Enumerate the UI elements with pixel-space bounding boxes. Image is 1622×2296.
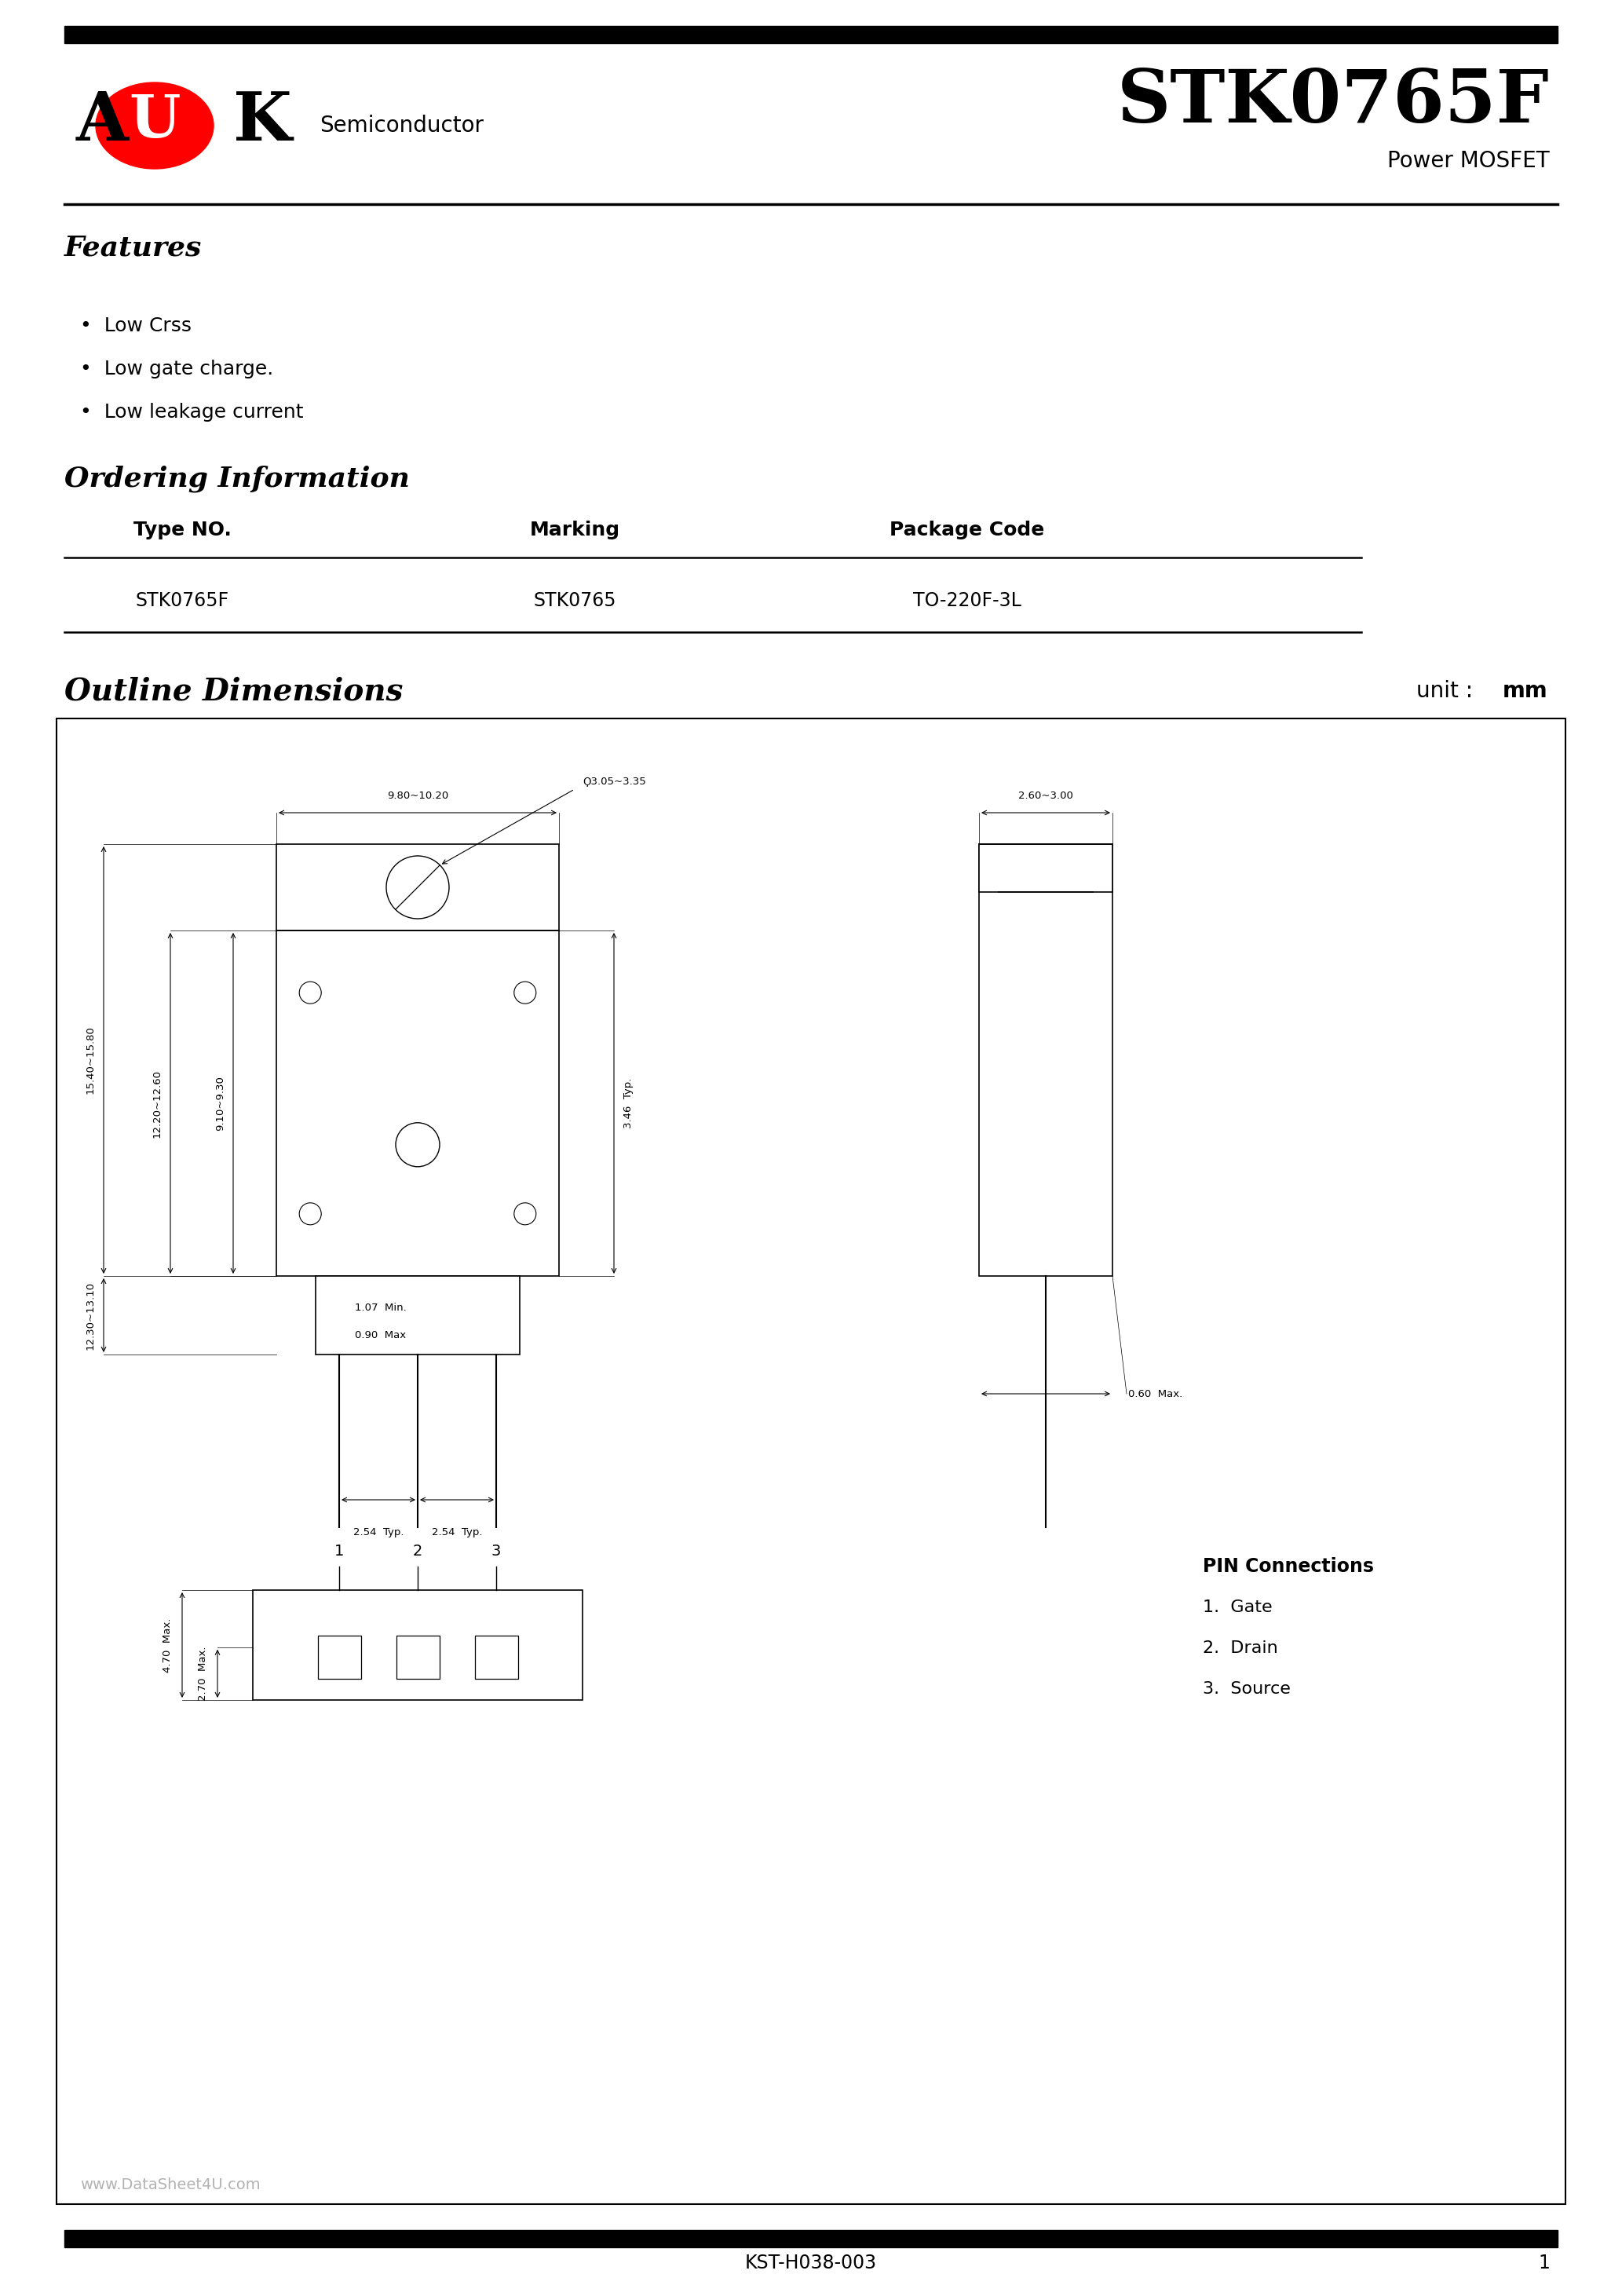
Text: Semiconductor: Semiconductor [320, 115, 483, 138]
Text: Ϙ3.05~3.35: Ϙ3.05~3.35 [582, 776, 646, 788]
Text: 9.80~10.20: 9.80~10.20 [388, 790, 448, 801]
Text: •  Low Crss: • Low Crss [79, 317, 191, 335]
Text: mm: mm [1502, 680, 1547, 703]
Text: 3.  Source: 3. Source [1204, 1681, 1291, 1697]
Ellipse shape [96, 83, 214, 170]
Bar [65, 2229, 1557, 2248]
Text: 3: 3 [491, 1543, 501, 1559]
Bar [396, 1635, 440, 1678]
Text: PIN Connections: PIN Connections [1204, 1557, 1374, 1575]
Text: Type NO.: Type NO. [133, 521, 232, 540]
Text: Ordering Information: Ordering Information [65, 466, 410, 494]
Bar [253, 1591, 582, 1699]
Bar [57, 719, 1565, 2204]
Bar [318, 1635, 360, 1678]
Bar [276, 930, 560, 1277]
Text: A: A [76, 90, 128, 154]
Text: •  Low leakage current: • Low leakage current [79, 402, 303, 422]
Bar [980, 845, 1113, 1277]
Bar [475, 1635, 517, 1678]
Text: Marking: Marking [529, 521, 620, 540]
Bar [316, 1277, 519, 1355]
Text: 1: 1 [1538, 2255, 1549, 2273]
Text: 12.20~12.60: 12.20~12.60 [152, 1070, 162, 1137]
Text: Features: Features [65, 234, 203, 262]
Text: STK0765F: STK0765F [135, 592, 229, 611]
Text: 1.  Gate: 1. Gate [1204, 1600, 1272, 1614]
Text: Power MOSFET: Power MOSFET [1387, 149, 1549, 172]
Text: 1.07  Min.: 1.07 Min. [355, 1302, 407, 1313]
Text: 0.90  Max: 0.90 Max [355, 1329, 406, 1341]
Text: 4.70  Max.: 4.70 Max. [162, 1619, 172, 1671]
Text: 12.30~13.10: 12.30~13.10 [86, 1281, 96, 1350]
Text: Package Code: Package Code [890, 521, 1045, 540]
Text: 2.  Drain: 2. Drain [1204, 1639, 1278, 1655]
Bar [65, 25, 1557, 44]
Text: 2.54  Typ.: 2.54 Typ. [354, 1527, 404, 1538]
Text: 9.10~9.30: 9.10~9.30 [216, 1077, 225, 1130]
Text: 2.60~3.00: 2.60~3.00 [1019, 790, 1074, 801]
Text: 1: 1 [334, 1543, 344, 1559]
Bar [276, 845, 560, 930]
Text: 3.46  Typ.: 3.46 Typ. [623, 1077, 634, 1130]
Text: unit :: unit : [1416, 680, 1473, 703]
Text: K: K [234, 90, 292, 154]
Text: 15.40~15.80: 15.40~15.80 [86, 1026, 96, 1095]
Text: U: U [130, 94, 180, 149]
Text: STK0765F: STK0765F [1118, 67, 1549, 138]
Text: •  Low gate charge.: • Low gate charge. [79, 360, 274, 379]
Bar [980, 845, 1113, 891]
Text: 0.60  Max.: 0.60 Max. [1129, 1389, 1182, 1398]
Text: STK0765: STK0765 [534, 592, 616, 611]
Text: Outline Dimensions: Outline Dimensions [65, 675, 402, 705]
Text: www.DataSheet4U.com: www.DataSheet4U.com [79, 2177, 261, 2193]
Text: TO-220F-3L: TO-220F-3L [913, 592, 1022, 611]
Text: KST-H038-003: KST-H038-003 [744, 2255, 878, 2273]
Text: 2: 2 [414, 1543, 422, 1559]
Text: 2.54  Typ.: 2.54 Typ. [431, 1527, 482, 1538]
Text: 2.70  Max.: 2.70 Max. [198, 1646, 208, 1701]
